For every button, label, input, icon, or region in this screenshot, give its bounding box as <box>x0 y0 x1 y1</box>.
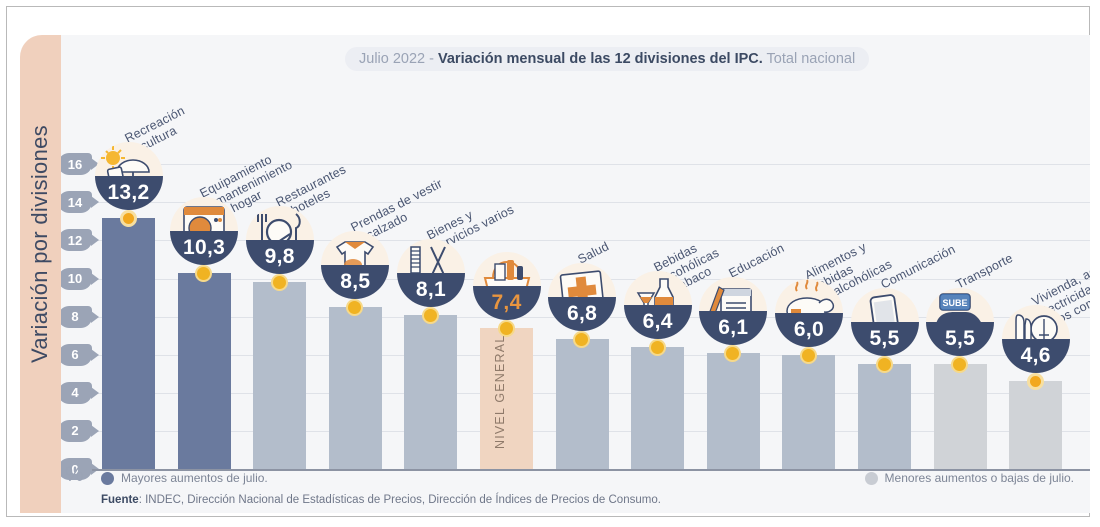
value-marker-dot <box>195 264 213 282</box>
source-text: : INDEC, Dirección Nacional de Estadísti… <box>138 494 661 506</box>
bar-3 <box>253 282 307 469</box>
category-label-12: Transporte <box>953 251 1016 292</box>
value-badge-7: 6,8 <box>548 263 617 332</box>
badge-value: 9,8 <box>245 240 314 275</box>
value-badge-13: 4,6 <box>1001 305 1070 374</box>
category-label-line: Educación <box>726 240 787 281</box>
legend-high: Mayores aumentos de julio. <box>101 471 268 485</box>
title-date: Julio 2022 <box>359 51 426 67</box>
badge-value: 8,5 <box>321 265 390 300</box>
value-marker-dot <box>421 306 439 324</box>
value-badge-12: SUBE 5,5 <box>926 288 995 357</box>
value-marker-dot <box>724 344 742 362</box>
value-badge-5: 8,1 <box>396 238 465 307</box>
y-axis-title: Variación por divisiones <box>27 125 52 363</box>
bar-8 <box>631 347 685 469</box>
source-label: Fuente <box>101 494 139 506</box>
value-badge-6: 7,4 <box>472 252 541 321</box>
y-axis-unit: % <box>65 463 84 486</box>
value-badge-8: 6,4 <box>623 271 692 340</box>
value-marker-dot <box>270 274 288 292</box>
badge-value: 6,1 <box>699 310 768 345</box>
source-note: Fuente: INDEC, Dirección Nacional de Est… <box>101 494 661 506</box>
value-marker-dot <box>875 356 893 374</box>
category-label-9: Educación <box>726 240 787 281</box>
legend-high-label: Mayores aumentos de julio. <box>121 471 268 485</box>
value-marker-dot <box>799 346 817 364</box>
y-tick-6: 6 <box>61 343 99 366</box>
badge-value: 13,2 <box>94 175 163 210</box>
bar-4 <box>328 307 382 469</box>
nivel-general-label: NIVEL GENERAL <box>492 334 507 449</box>
bar-12 <box>933 364 987 469</box>
badge-value: 6,0 <box>774 312 843 347</box>
value-marker-dot <box>573 331 591 349</box>
legend-low: Menores aumentos o bajas de julio. <box>864 471 1074 485</box>
y-tick-10: 10 <box>61 267 99 290</box>
chart-title: Julio 2022 - Variación mensual de las 12… <box>345 47 870 71</box>
bar-5 <box>404 314 458 469</box>
gridline <box>92 164 1090 166</box>
legend-low-label: Menores aumentos o bajas de julio. <box>884 471 1074 485</box>
value-marker-dot <box>497 320 515 338</box>
gridline <box>92 240 1090 242</box>
badge-value: 6,4 <box>623 305 692 340</box>
title-sep: - <box>425 51 438 67</box>
badge-value: 10,3 <box>170 230 239 265</box>
value-marker-dot <box>648 339 666 357</box>
y-tick-12: 12 <box>61 229 99 252</box>
value-marker-dot <box>1026 373 1044 391</box>
bar-10 <box>782 354 836 469</box>
y-tick-4: 4 <box>61 381 99 404</box>
value-badge-1: 13,2 <box>94 141 163 210</box>
y-tick-14: 14 <box>61 191 99 214</box>
value-badge-4: 8,5 <box>321 231 390 300</box>
infographic-frame: Variación por divisiones Julio 2022 - Va… <box>6 6 1090 517</box>
value-badge-9: 6,1 <box>699 276 768 345</box>
gridline <box>92 202 1090 204</box>
y-tick-8: 8 <box>61 305 99 328</box>
value-marker-dot <box>951 356 969 374</box>
value-marker-dot <box>119 209 137 227</box>
bar-1 <box>102 217 155 469</box>
bar-7 <box>555 339 609 469</box>
y-tick-16: 16 <box>61 153 99 176</box>
svg-text:SUBE: SUBE <box>943 298 968 308</box>
badge-value: 6,8 <box>548 297 617 332</box>
value-badge-11: 5,5 <box>850 288 919 357</box>
category-label-line: Transporte <box>953 251 1016 292</box>
value-badge-10: 6,0 <box>774 278 843 347</box>
value-marker-dot <box>346 299 364 317</box>
title-scope: Total nacional <box>762 51 856 67</box>
axis-rail: Variación por divisiones <box>20 35 61 513</box>
badge-value: 5,5 <box>850 322 919 357</box>
badge-value: 7,4 <box>472 286 541 321</box>
badge-value: 4,6 <box>1001 339 1070 374</box>
bar-6 <box>480 328 533 469</box>
legend-low-swatch <box>864 471 878 485</box>
axis-baseline <box>92 469 1090 471</box>
badge-value: 8,1 <box>396 272 465 307</box>
legend-high-swatch <box>101 471 114 485</box>
bar-11 <box>858 364 911 469</box>
badge-value: 5,5 <box>926 322 995 357</box>
y-tick-2: 2 <box>61 419 99 442</box>
value-badge-3: 9,8 <box>245 206 314 275</box>
chart-panel: Julio 2022 - Variación mensual de las 12… <box>61 35 1090 513</box>
bar-9 <box>706 352 760 469</box>
title-main: Variación mensual de las 12 divisiones d… <box>438 51 763 67</box>
value-badge-2: 10,3 <box>170 196 239 265</box>
bar-13 <box>1009 381 1063 469</box>
bar-2 <box>177 272 231 469</box>
